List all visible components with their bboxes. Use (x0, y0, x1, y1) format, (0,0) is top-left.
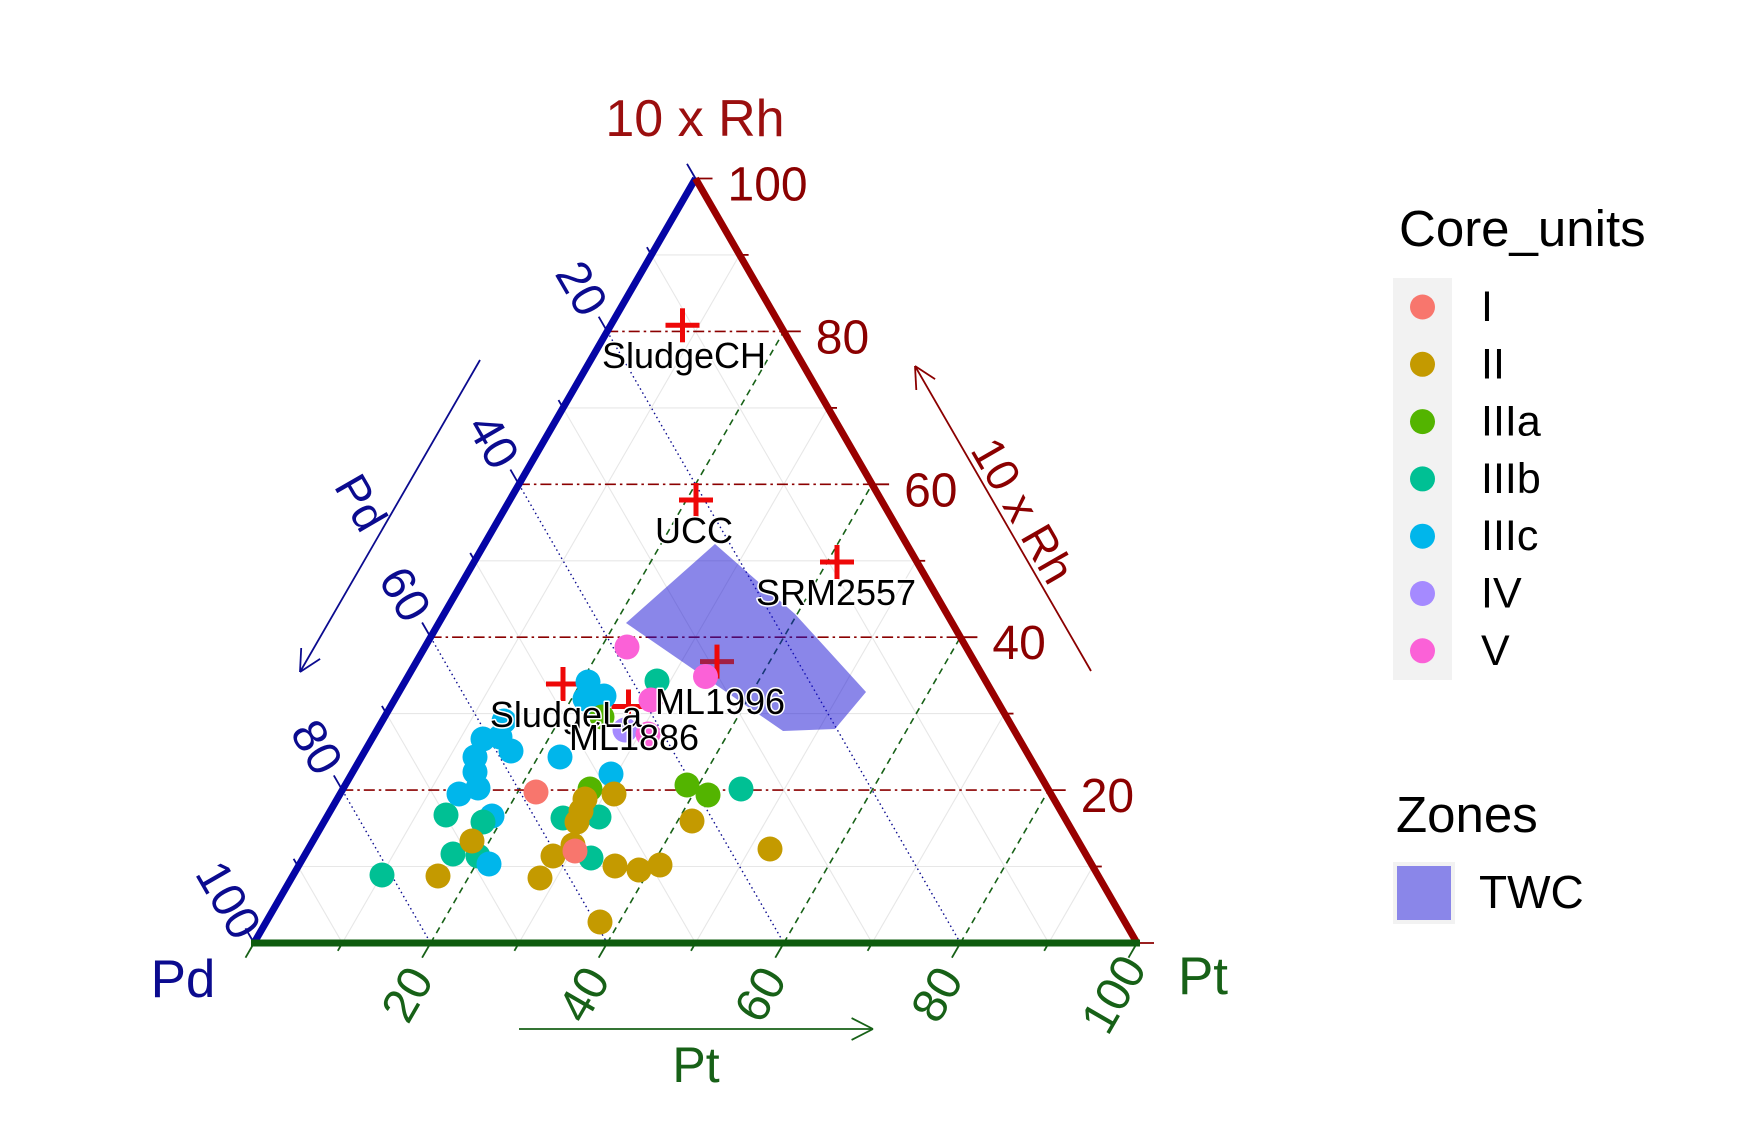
svg-text:Zones: Zones (1396, 786, 1538, 843)
svg-text:Pd: Pd (151, 950, 216, 1009)
svg-text:IIIa: IIIa (1481, 398, 1541, 446)
svg-text:Pt: Pt (1178, 947, 1228, 1006)
svg-text:Pt: Pt (672, 1037, 719, 1093)
svg-text:ML1996: ML1996 (655, 681, 785, 722)
svg-text:V: V (1481, 627, 1510, 675)
svg-text:100: 100 (728, 159, 808, 212)
svg-text:SludgeCH: SludgeCH (602, 335, 766, 376)
svg-text:IIIb: IIIb (1481, 455, 1541, 503)
svg-text:40: 40 (992, 617, 1045, 670)
svg-text:Core_units: Core_units (1399, 200, 1646, 257)
svg-text:IV: IV (1481, 570, 1522, 618)
svg-text:60: 60 (904, 464, 957, 517)
svg-text:ML1886: ML1886 (569, 717, 699, 758)
svg-text:IIIc: IIIc (1481, 512, 1538, 560)
svg-text:TWC: TWC (1479, 866, 1584, 918)
svg-text:20: 20 (1081, 770, 1134, 823)
svg-text:80: 80 (816, 311, 869, 364)
svg-text:10 x Rh: 10 x Rh (605, 90, 784, 148)
svg-text:SludgeLa: SludgeLa (490, 694, 643, 735)
svg-text:SRM2557: SRM2557 (756, 572, 916, 613)
svg-text:II: II (1481, 340, 1505, 388)
svg-text:I: I (1481, 283, 1493, 331)
svg-text:UCC: UCC (655, 510, 733, 551)
